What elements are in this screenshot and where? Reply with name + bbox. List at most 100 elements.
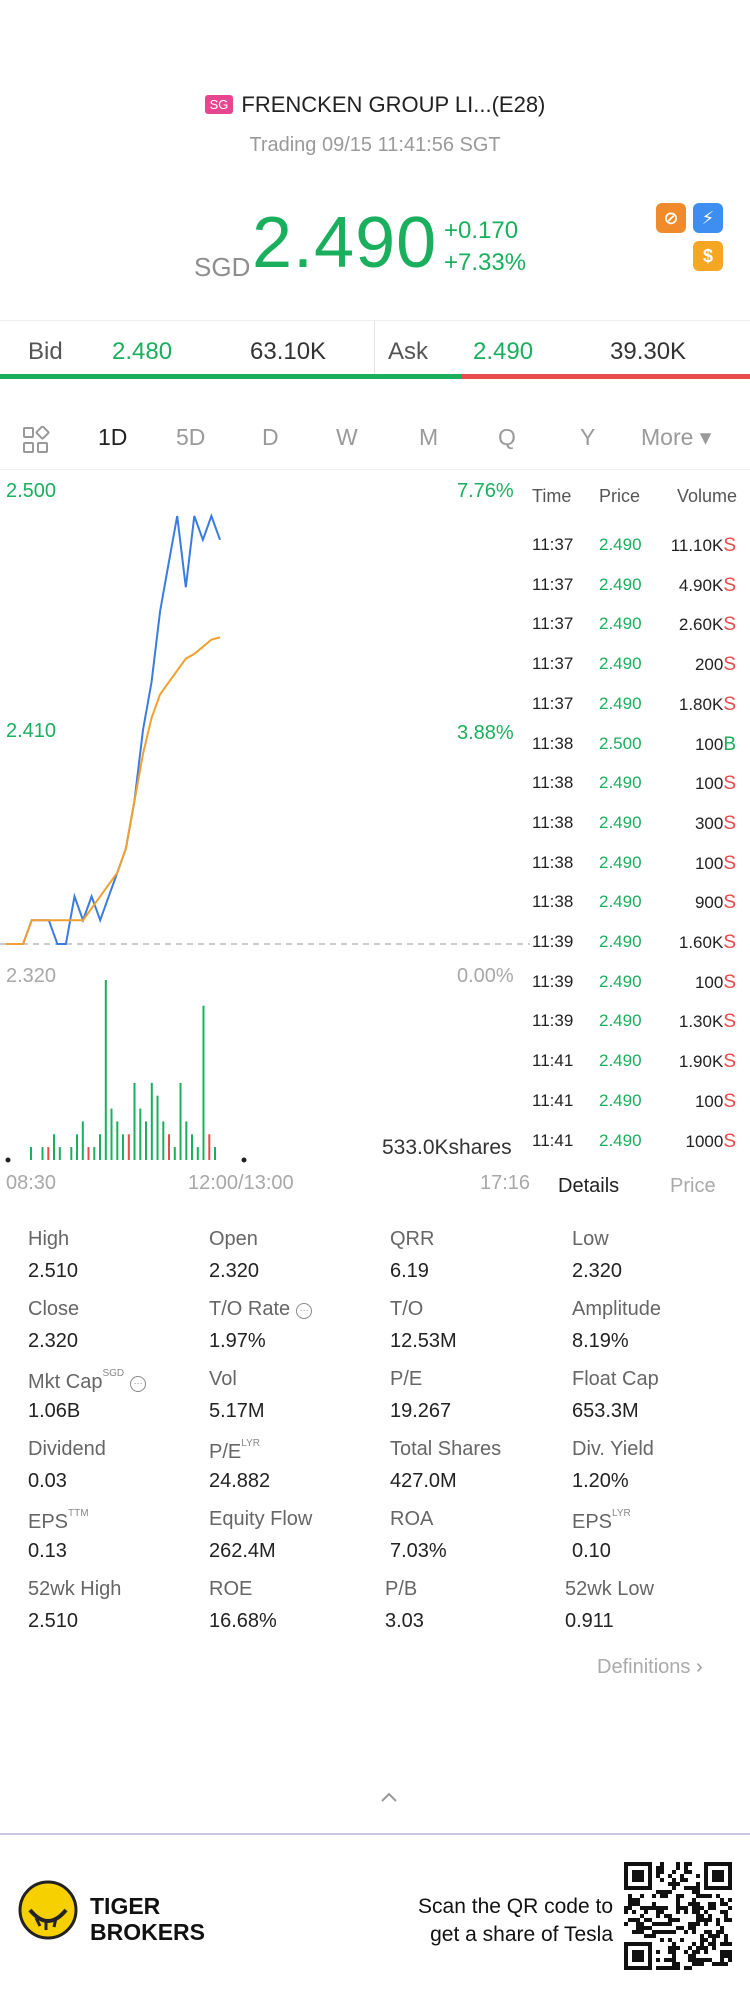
qr-module <box>696 1894 700 1898</box>
tab-m[interactable]: M <box>419 424 439 450</box>
qr-module <box>664 1906 668 1910</box>
qr-module <box>688 1862 692 1866</box>
intraday-chart[interactable] <box>0 470 530 1170</box>
volume-bar <box>150 1082 153 1160</box>
volume-bar <box>202 1005 205 1160</box>
qr-module <box>664 1958 668 1962</box>
qr-module <box>624 1906 628 1910</box>
qr-module <box>636 1930 640 1934</box>
volume-bar <box>145 1121 147 1160</box>
qr-module <box>664 1930 668 1934</box>
grid-view-icon[interactable] <box>22 425 50 459</box>
tab-d[interactable]: D <box>262 424 279 450</box>
qr-module <box>720 1926 724 1930</box>
trade-volume: 300S <box>695 813 736 835</box>
bid-ratio-bar <box>0 374 462 379</box>
qr-finder <box>632 1950 644 1962</box>
trade-row: 11:41 2.490 100S <box>0 1091 750 1131</box>
qr-module <box>664 1914 668 1918</box>
qr-module <box>676 1898 680 1902</box>
brand-name: TIGER BROKERS <box>90 1893 205 1945</box>
tab-w[interactable]: W <box>336 424 358 450</box>
qr-module <box>672 1878 676 1882</box>
qr-module <box>656 1906 660 1910</box>
qr-module <box>668 1966 672 1970</box>
trade-time: 11:39 <box>532 1011 574 1031</box>
qr-module <box>720 1902 724 1906</box>
stat-label-text: Total Shares <box>390 1438 502 1460</box>
volume-bar <box>196 1147 199 1160</box>
qr-module <box>656 1950 660 1954</box>
qr-module <box>688 1946 692 1950</box>
trade-volume-value: 1.90K <box>678 1052 724 1072</box>
info-more-icon[interactable]: ··· <box>296 1303 313 1319</box>
trade-volume-value: 100 <box>694 972 724 992</box>
no-short-icon[interactable]: ⊘ <box>656 203 686 233</box>
volume-bar <box>208 1134 211 1160</box>
qr-module <box>708 1934 712 1938</box>
qr-module <box>656 1890 660 1894</box>
stat-value: 3.03 <box>385 1610 424 1632</box>
tab-details[interactable]: Details <box>558 1175 620 1197</box>
trade-side: S <box>723 574 736 596</box>
chevron-up-icon[interactable] <box>379 1790 399 1809</box>
qr-module <box>724 1942 728 1946</box>
tab-q[interactable]: Q <box>498 424 516 450</box>
stat-label-text: Low <box>572 1228 609 1250</box>
stat-label-text: T/O <box>390 1298 424 1320</box>
trade-time: 11:37 <box>532 614 574 634</box>
qr-module <box>624 1910 628 1914</box>
qr-module <box>724 1938 728 1942</box>
qr-module <box>684 1906 688 1910</box>
qr-module <box>668 1874 672 1878</box>
qr-module <box>696 1958 700 1962</box>
qr-module <box>672 1942 676 1946</box>
qr-module <box>680 1926 684 1930</box>
tab-more[interactable]: More ▾ <box>641 424 712 450</box>
stat-label: High <box>28 1228 69 1251</box>
trade-volume-value: 2.60K <box>678 615 724 635</box>
qr-module <box>704 1950 708 1954</box>
trade-volume-value: 900 <box>694 893 724 913</box>
qr-module <box>660 1910 664 1914</box>
info-more-icon[interactable]: ··· <box>130 1376 147 1392</box>
trade-price: 2.490 <box>599 773 642 793</box>
stat-label: EPSTTM <box>28 1508 89 1534</box>
qr-module <box>700 1946 704 1950</box>
qr-module <box>660 1878 664 1882</box>
qr-module <box>684 1878 688 1882</box>
trades-header-price: Price <box>599 486 641 506</box>
tab-5d[interactable]: 5D <box>176 424 206 450</box>
qr-code-icon[interactable] <box>624 1862 732 1970</box>
definitions-link[interactable]: Definitions › <box>597 1656 703 1679</box>
trade-price: 2.490 <box>599 1011 642 1031</box>
stat-value: 1.97% <box>209 1330 266 1352</box>
qr-module <box>676 1918 680 1922</box>
tab-y[interactable]: Y <box>580 424 596 450</box>
qr-module <box>656 1866 660 1870</box>
qr-module <box>696 1902 700 1906</box>
dollar-icon[interactable]: $ <box>693 241 723 271</box>
qr-module <box>696 1906 700 1910</box>
promo-line-1: Scan the QR code to <box>418 1895 613 1918</box>
trade-row: 11:38 2.490 900S <box>0 892 750 932</box>
tab-1d[interactable]: 1D <box>98 424 128 450</box>
stat-label: 52wk High <box>28 1578 121 1601</box>
stat-value: 2.320 <box>572 1260 623 1282</box>
x-label-end: 17:16 <box>480 1172 531 1194</box>
stat-label-text: EPS <box>572 1511 613 1533</box>
qr-module <box>680 1874 684 1878</box>
change-value: +0.170 <box>444 217 519 244</box>
lightning-icon[interactable]: ⚡ <box>693 203 723 233</box>
qr-module <box>720 1954 724 1958</box>
y-label-top: 2.500 <box>6 480 57 502</box>
qr-module <box>660 1866 664 1870</box>
trade-row: 11:37 2.490 200S <box>0 654 750 694</box>
axis-dot-start <box>5 1157 11 1163</box>
trade-volume: 4.90KS <box>679 575 736 597</box>
qr-module <box>696 1918 700 1922</box>
trade-side: S <box>723 1011 736 1033</box>
tab-price[interactable]: Price <box>670 1175 716 1197</box>
qr-module <box>720 1910 724 1914</box>
stat-label: P/B <box>385 1578 417 1601</box>
